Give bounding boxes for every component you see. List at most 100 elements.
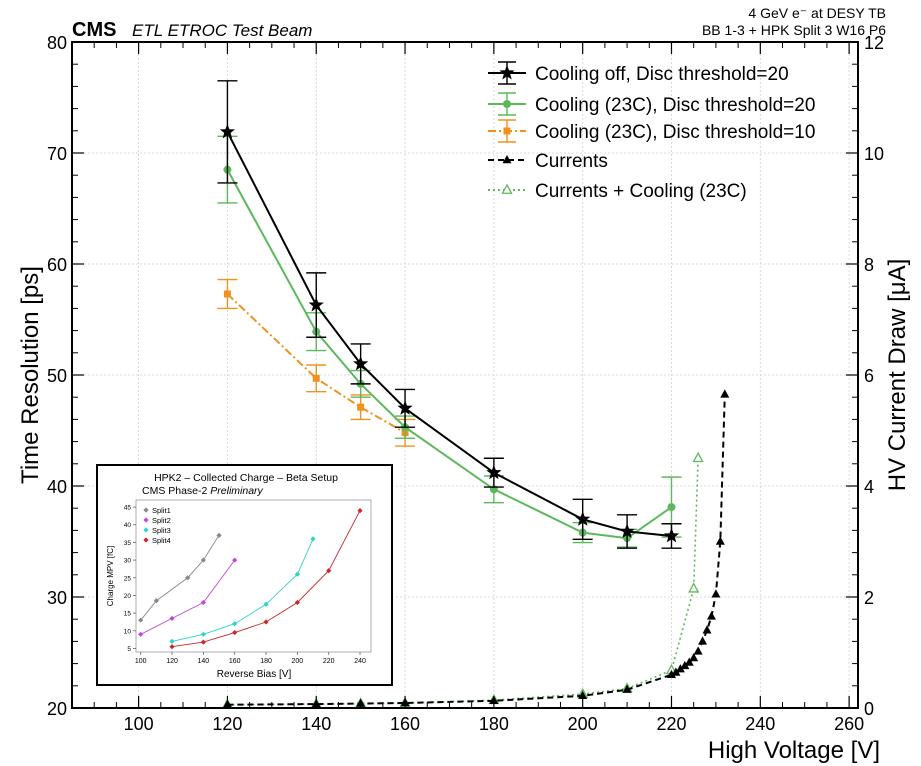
- inset-data-point: [263, 619, 269, 625]
- inset-y-tick-label: 10: [124, 628, 132, 635]
- inset-x-tick-label: 120: [166, 658, 178, 665]
- data-point: [720, 389, 730, 398]
- inset-legend: Split1 Split2 Split3 Split4: [143, 506, 171, 545]
- x-tick-label: 160: [390, 714, 420, 734]
- inset-x-tick-label: 160: [229, 658, 241, 665]
- x-tick-label: 240: [745, 714, 775, 734]
- inset-x-tick-label: 200: [292, 658, 304, 665]
- data-point: [223, 290, 231, 298]
- inset-frame: [96, 464, 393, 686]
- inset-data-point: [294, 571, 300, 577]
- data-point: [684, 657, 694, 666]
- x-tick-label: 140: [301, 714, 331, 734]
- inset-subtitle-italic: Preliminary: [210, 485, 263, 497]
- series-line: [226, 169, 673, 540]
- data-point: [671, 667, 681, 676]
- legend-label: Cooling off, Disc threshold=20: [535, 64, 789, 85]
- inset-data-point: [169, 638, 175, 644]
- y-tick-label: 40: [47, 477, 67, 497]
- legend-label: Cooling (23C), Disc threshold=10: [535, 122, 815, 143]
- legend-marker: [499, 65, 515, 80]
- y2-axis-label: HV Current Draw [μA]: [884, 259, 911, 492]
- inset-series-4: [169, 508, 363, 650]
- data-point: [578, 690, 588, 700]
- inset-legend-marker: [143, 507, 149, 513]
- y-tick-label: 70: [47, 144, 67, 164]
- data-point: [702, 625, 712, 634]
- data-point: [692, 451, 704, 463]
- series-1: [217, 80, 682, 549]
- data-point: [688, 582, 700, 593]
- inset-y-tick-label: 15: [124, 611, 132, 618]
- y2-tick-label: 10: [864, 144, 884, 164]
- inset-y-tick-label: 40: [124, 522, 132, 529]
- data-point: [575, 511, 591, 526]
- inset-data-point: [138, 617, 144, 623]
- data-point: [663, 528, 680, 543]
- inset-y-tick-label: 35: [124, 540, 132, 547]
- inset-data-point: [310, 536, 316, 542]
- inset-data-point: [169, 644, 175, 650]
- inset-data-point: [232, 629, 238, 636]
- data-point: [680, 660, 690, 670]
- inset-y-tick-label: 20: [124, 593, 132, 600]
- series-line: [226, 131, 672, 537]
- inset-x-tick-label: 100: [135, 658, 147, 665]
- y-tick-label: 50: [47, 366, 67, 386]
- data-point: [308, 297, 324, 312]
- y-axis-label: Time Resolution [ps]: [17, 266, 44, 484]
- inset-data-point: [200, 639, 206, 645]
- y2-tick-label: 0: [864, 699, 874, 719]
- y2-tick-label: 8: [864, 255, 874, 275]
- data-point: [715, 536, 725, 545]
- inset-data-point: [232, 557, 238, 563]
- inset-data-point: [138, 631, 144, 637]
- inset-series: [138, 508, 363, 650]
- y2-tick-label: 4: [864, 477, 874, 497]
- inset-series-2: [138, 557, 238, 637]
- legend-marker: [503, 127, 511, 135]
- inset-series-line: [140, 559, 236, 635]
- data-point: [693, 646, 703, 655]
- data-point: [312, 374, 320, 382]
- header-experiment: CMS: [72, 19, 116, 41]
- x-tick-label: 180: [479, 714, 509, 734]
- inset-data-point: [263, 601, 269, 607]
- x-tick-label: 220: [656, 714, 686, 734]
- inset-legend-label: Split3: [152, 526, 171, 535]
- inset-legend-label: Split2: [152, 516, 171, 525]
- y2-tick-label: 12: [864, 33, 884, 53]
- data-point: [397, 400, 413, 415]
- header-beam-line1: 4 GeV e⁻ at DESY TB: [748, 5, 886, 21]
- y2-tick-label: 6: [864, 366, 874, 386]
- legend-marker: [503, 100, 511, 108]
- legend-marker: [501, 183, 513, 194]
- inset-plot-frame: [135, 499, 372, 653]
- inset-x-tick-label: 180: [260, 658, 272, 665]
- inset-title: HPK2 – Collected Charge – Beta Setup: [154, 472, 338, 484]
- inset-y-tick-label: 25: [124, 575, 132, 582]
- inset-legend-marker: [143, 537, 149, 543]
- data-point: [689, 653, 699, 662]
- inset-data-point: [200, 631, 206, 637]
- inset-data-point: [153, 598, 159, 604]
- header-subtitle: ETL ETROC Test Beam: [132, 21, 312, 40]
- data-point: [619, 523, 635, 538]
- series-4: [222, 389, 730, 708]
- inset-data-point: [200, 557, 206, 563]
- inset-y-tick-label: 45: [124, 505, 132, 512]
- data-point: [622, 684, 632, 693]
- legend-symbols: [488, 61, 526, 194]
- inset-y-label: Charge MPV [fC]: [106, 546, 115, 606]
- main-axes: 100 120 140 160 180 200 220 240 2602030405060708…: [47, 33, 884, 734]
- inset-data-point: [185, 575, 191, 581]
- data-point: [486, 464, 502, 480]
- inset-y-tick-label: 5: [127, 646, 131, 653]
- y-tick-label: 30: [47, 588, 67, 608]
- inset-axes: 100 120 140 160 180 200 220 240 5 10 15 20 25 30 35 40 4…: [124, 505, 366, 665]
- inset-legend-marker: [143, 517, 149, 523]
- x-tick-label: 120: [212, 714, 242, 734]
- series-line: [226, 293, 406, 434]
